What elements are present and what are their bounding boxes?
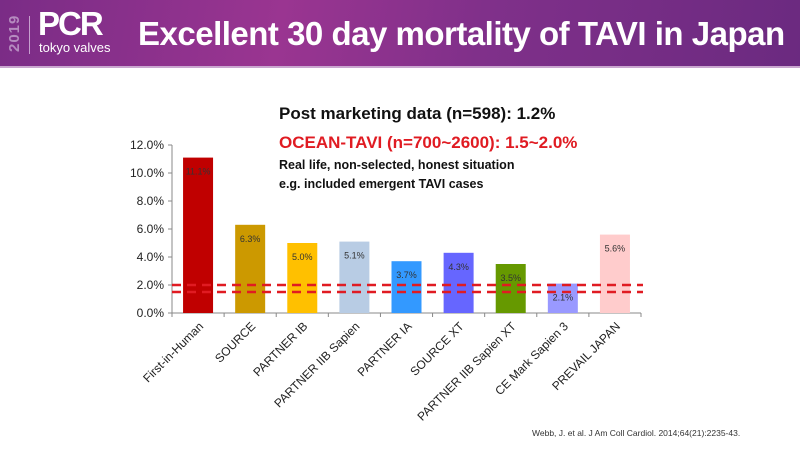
- header-divider: [0, 66, 800, 68]
- bar-partner-ib: [287, 243, 318, 313]
- y-tick-label: 6.0%: [137, 222, 165, 236]
- data-label: 5.6%: [605, 244, 626, 254]
- citation: Webb, J. et al. J Am Coll Cardiol. 2014;…: [532, 428, 741, 438]
- category-label: PARTNER IA: [355, 319, 415, 379]
- ocean-tavi-annotation: OCEAN-TAVI (n=700~2600): 1.5~2.0%: [279, 133, 578, 152]
- bar-partner-iib-sapien: [339, 241, 370, 313]
- y-tick-label: 8.0%: [137, 194, 165, 208]
- data-label: 11.1%: [186, 167, 211, 177]
- category-label: PARTNER IIB Sapien XT: [414, 319, 519, 424]
- bar-partner-iib-sapien-xt: [495, 264, 526, 313]
- y-tick-label: 4.0%: [137, 250, 165, 264]
- data-label: 4.3%: [448, 262, 469, 272]
- data-label: 5.1%: [344, 251, 365, 261]
- logo-subtitle: tokyo valves: [39, 40, 111, 55]
- pcr-logo: PCR: [38, 5, 104, 42]
- post-marketing-annotation: Post marketing data (n=598): 1.2%: [279, 104, 556, 123]
- bar-source: [235, 224, 266, 313]
- bar-partner-ia: [391, 261, 422, 313]
- bar-first-in-human: [183, 157, 214, 313]
- note-line-1: Real life, non-selected, honest situatio…: [279, 158, 515, 172]
- bar-source-xt: [443, 252, 474, 313]
- category-label: SOURCE: [212, 319, 258, 365]
- bar-prevail-japan: [599, 234, 630, 313]
- note-line-2: e.g. included emergent TAVI cases: [279, 177, 484, 191]
- category-label: First-in-Human: [140, 319, 206, 385]
- data-label: 5.0%: [292, 252, 313, 262]
- y-tick-label: 10.0%: [130, 166, 164, 180]
- data-label: 6.3%: [240, 234, 261, 244]
- y-tick-label: 0.0%: [137, 306, 165, 320]
- category-label: PARTNER IIB Sapien: [271, 319, 362, 410]
- data-label: 2.1%: [553, 293, 574, 303]
- bar-ce-mark-sapien-3: [547, 283, 578, 313]
- slide-title: Excellent 30 day mortality of TAVI in Ja…: [138, 15, 785, 52]
- header-banner: [0, 0, 800, 66]
- data-label: 3.7%: [396, 270, 417, 280]
- y-tick-label: 12.0%: [130, 138, 164, 152]
- data-label: 3.5%: [500, 273, 521, 283]
- logo-divider: [29, 16, 30, 54]
- y-tick-label: 2.0%: [137, 278, 165, 292]
